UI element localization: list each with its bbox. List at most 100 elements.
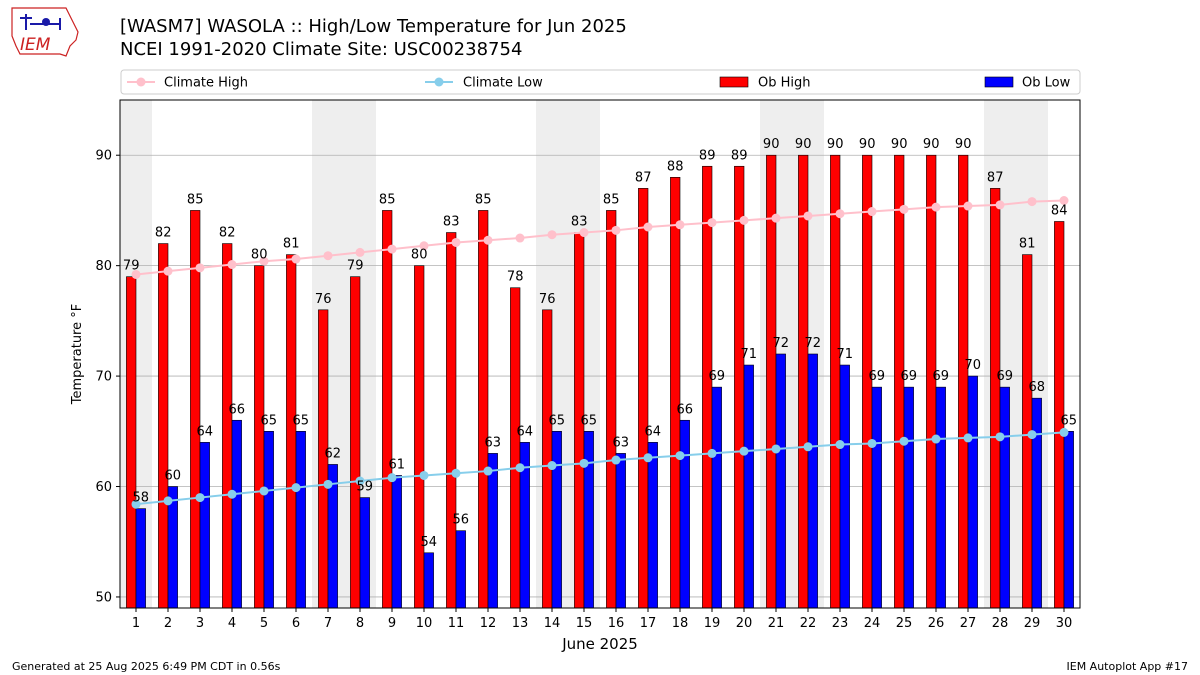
ob-low-label: 64 <box>645 424 662 439</box>
ob-low-label: 69 <box>709 369 726 384</box>
ob-low-label: 54 <box>421 535 438 550</box>
climate-high-point <box>291 254 301 264</box>
ob-high-bar <box>798 154 809 609</box>
ob-low-bar <box>775 353 786 609</box>
climate-low-point <box>963 433 973 443</box>
ob-low-label: 72 <box>773 336 790 351</box>
x-tick-label: 24 <box>864 616 881 631</box>
climate-low-point <box>483 466 493 476</box>
ob-high-bar <box>286 254 297 609</box>
x-tick-label: 28 <box>992 616 1009 631</box>
ob-high-label: 81 <box>1019 237 1036 252</box>
y-tick-label: 80 <box>95 259 112 274</box>
climate-high-point <box>131 269 141 279</box>
climate-high-point <box>515 233 525 243</box>
x-tick-label: 22 <box>800 616 817 631</box>
bar-labels: 79 82 85 82 80 81 76 79 85 80 83 85 78 76 83 85 87 88 89 89… <box>123 137 1077 550</box>
ob-low-label: 69 <box>933 369 950 384</box>
x-tick-label: 19 <box>704 616 721 631</box>
ob-low-bar <box>871 386 882 609</box>
ob-low-label: 59 <box>357 480 374 495</box>
ob-high-label: 84 <box>1051 203 1068 218</box>
ob-high-bar <box>510 287 521 609</box>
climate-low-point <box>547 461 557 471</box>
ob-low-bar <box>455 530 466 609</box>
ob-low-bar <box>135 508 146 609</box>
x-tick-label: 8 <box>356 616 364 631</box>
climate-high-point <box>867 207 877 217</box>
ob-low-bar <box>551 431 562 609</box>
ob-low-bar <box>647 442 658 609</box>
ob-low-bar <box>359 497 370 609</box>
climate-low-point <box>803 442 813 452</box>
ob-low-label: 65 <box>549 413 566 428</box>
ob-high-bar <box>830 154 841 609</box>
iem-logo: IEM <box>11 7 79 57</box>
climate-high-point <box>771 213 781 223</box>
climate-low-point <box>707 448 717 458</box>
ob-low-label: 65 <box>261 413 278 428</box>
ob-low-bar <box>807 353 818 609</box>
ob-high-bar <box>606 210 617 609</box>
ob-low-bar <box>935 386 946 609</box>
x-tick-label: 29 <box>1024 616 1041 631</box>
ob-high-label: 79 <box>123 259 140 274</box>
climate-high-point <box>163 266 173 276</box>
ob-high-bar <box>126 276 137 609</box>
ob-high-label: 89 <box>699 148 716 163</box>
legend-box <box>120 69 1081 95</box>
x-tick-label: 12 <box>480 616 497 631</box>
legend-climate-low-label: Climate Low <box>463 76 543 91</box>
bars <box>126 154 1074 609</box>
ob-high-label: 88 <box>667 159 684 174</box>
climate-low-point <box>931 434 941 444</box>
x-tick-label: 7 <box>324 616 332 631</box>
ob-high-bar <box>446 232 457 609</box>
x-tick-label: 10 <box>416 616 433 631</box>
climate-low-line <box>135 431 1065 506</box>
x-tick-label: 6 <box>292 616 300 631</box>
ob-high-label: 85 <box>603 192 620 207</box>
climate-high-point <box>675 220 685 230</box>
climate-high-point <box>419 241 429 251</box>
ob-low-bar <box>263 431 274 609</box>
climate-low-point <box>899 436 909 446</box>
climate-high-point <box>643 222 653 232</box>
climate-low-point <box>419 470 429 480</box>
ob-low-label: 69 <box>869 369 886 384</box>
ob-low-bar <box>391 475 402 609</box>
ob-high-label: 76 <box>315 292 332 307</box>
climate-low-point <box>995 432 1005 442</box>
footer-app-id: IEM Autoplot App #17 <box>1066 660 1189 673</box>
x-tick-label: 20 <box>736 616 753 631</box>
climate-low-point <box>739 446 749 456</box>
ob-low-label: 60 <box>165 469 182 484</box>
grid-lines <box>120 154 1080 598</box>
ob-low-bar <box>615 453 626 609</box>
climate-high-point <box>483 235 493 245</box>
ob-high-label: 85 <box>475 192 492 207</box>
ob-low-bar <box>423 552 434 609</box>
x-tick-label: 11 <box>448 616 465 631</box>
x-tick-label: 23 <box>832 616 849 631</box>
footer-generated: Generated at 25 Aug 2025 6:49 PM CDT in … <box>12 660 281 673</box>
ob-low-label: 65 <box>293 413 310 428</box>
x-tick-label: 25 <box>896 616 913 631</box>
climate-low-point <box>675 451 685 461</box>
y-tick-label: 60 <box>95 480 112 495</box>
ob-low-label: 69 <box>901 369 918 384</box>
climate-high-point <box>707 218 717 228</box>
ob-low-label: 66 <box>229 402 246 417</box>
climate-low-point <box>323 479 333 489</box>
ob-high-bar <box>542 309 553 609</box>
ob-low-bar <box>967 375 978 609</box>
x-tick-label: 5 <box>260 616 268 631</box>
x-tick-label: 9 <box>388 616 396 631</box>
y-axis: 50 60 70 80 90 <box>95 149 120 605</box>
x-tick-label: 2 <box>164 616 172 631</box>
ob-low-bar <box>231 419 242 609</box>
x-tick-label: 4 <box>228 616 236 631</box>
ob-high-bar <box>766 154 777 609</box>
ob-high-label: 85 <box>379 192 396 207</box>
climate-high-point <box>387 244 397 254</box>
